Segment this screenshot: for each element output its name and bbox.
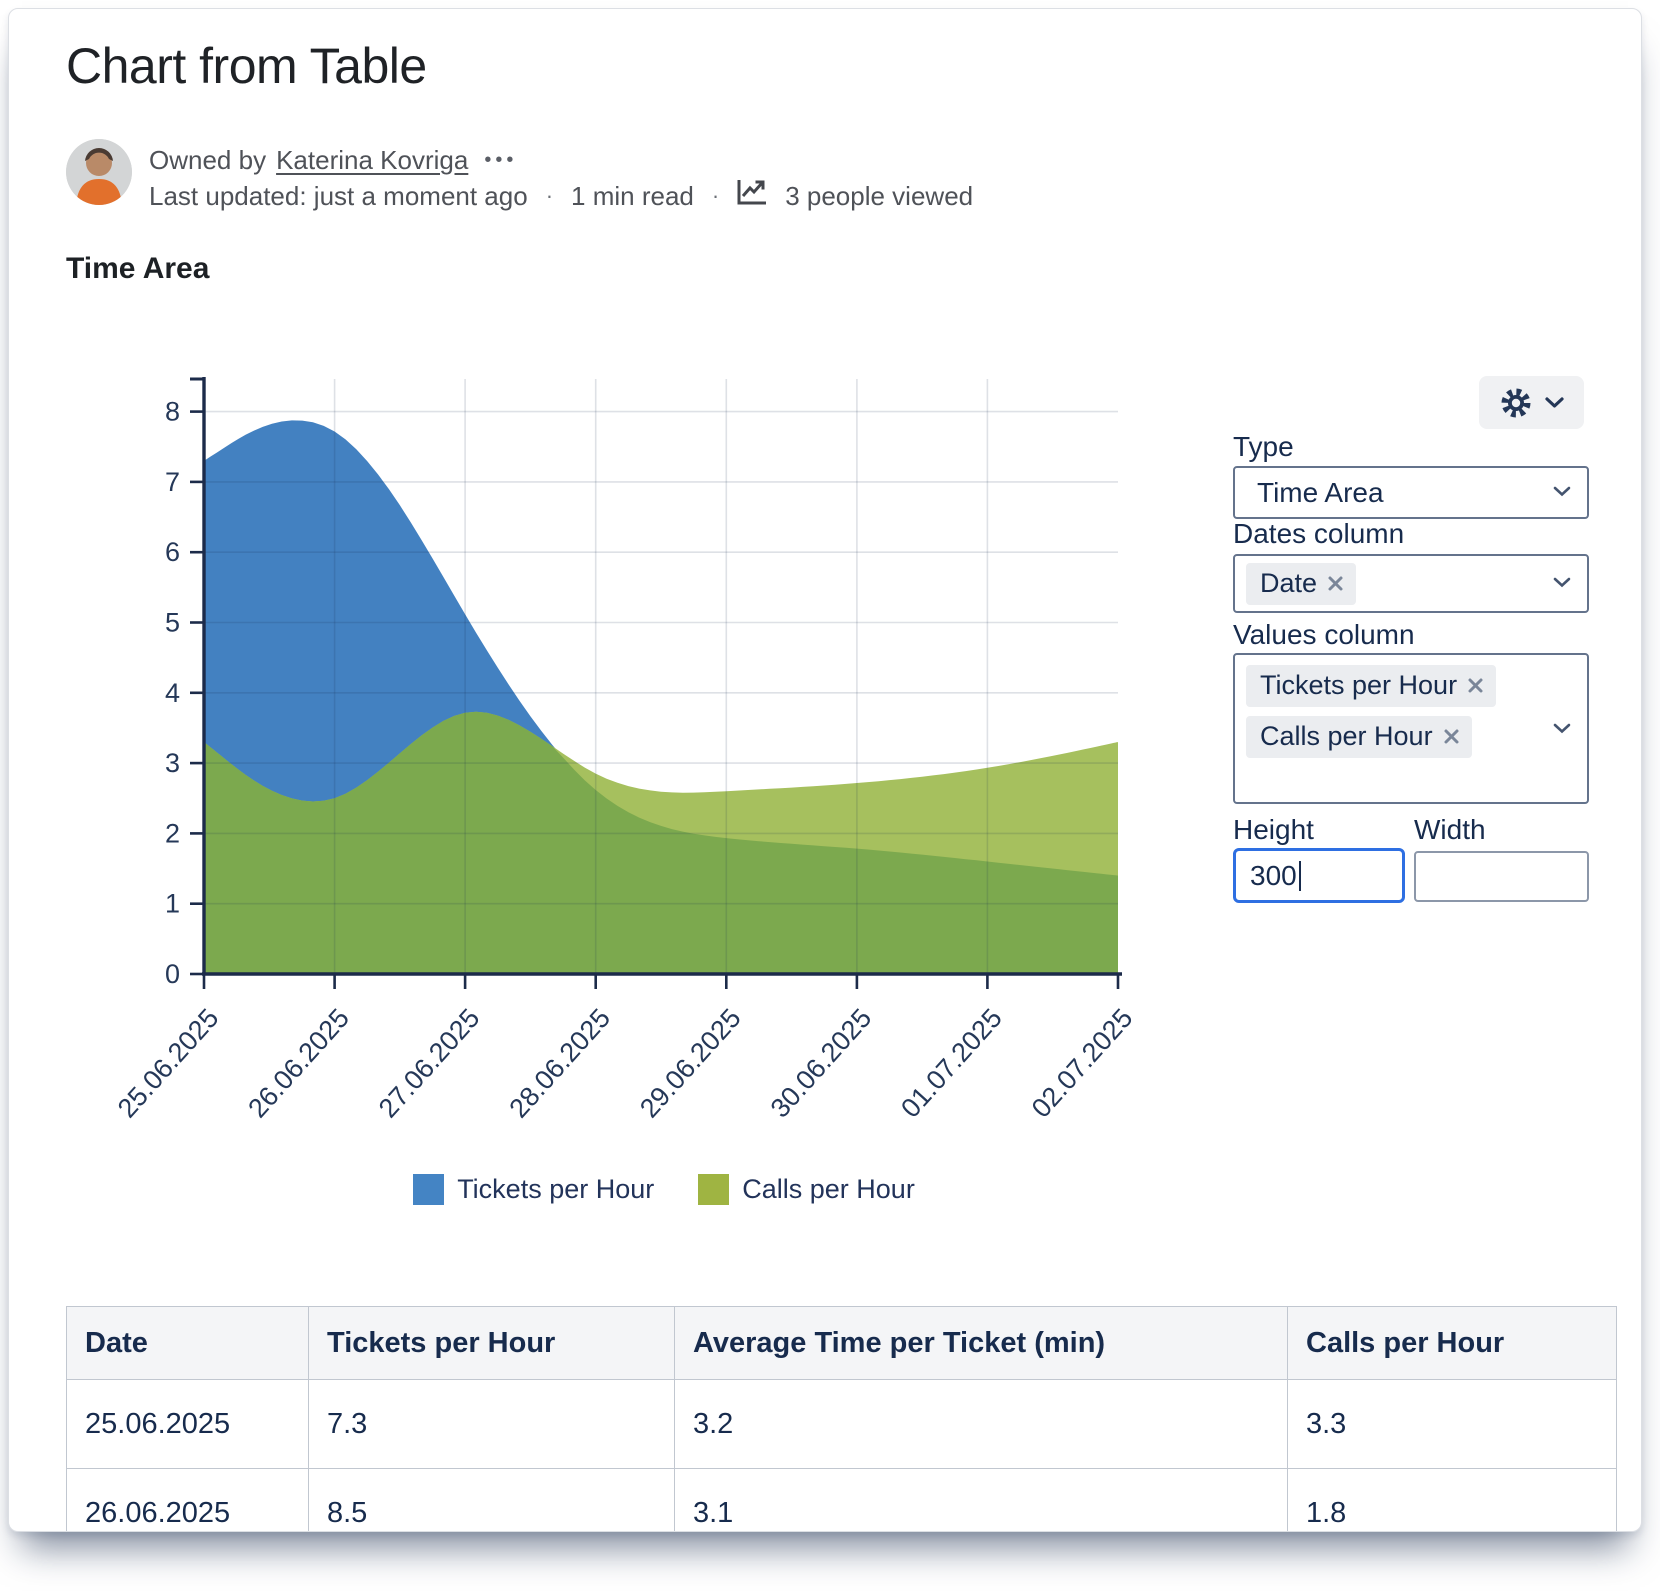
x-tick-label: 01.07.2025 <box>895 1003 1008 1124</box>
remove-tag-icon[interactable] <box>1467 677 1484 694</box>
x-tick-label: 02.07.2025 <box>1026 1003 1139 1124</box>
separator-dot: · <box>545 183 554 208</box>
x-tick-label: 27.06.2025 <box>373 1003 486 1124</box>
height-input[interactable]: 300 <box>1233 848 1405 903</box>
type-select-value: Time Area <box>1257 476 1384 508</box>
legend-label: Tickets per Hour <box>457 1174 655 1204</box>
x-tick-label: 29.06.2025 <box>634 1003 747 1124</box>
x-tick-label: 26.06.2025 <box>242 1003 355 1124</box>
chevron-down-icon <box>1553 575 1571 593</box>
owner-link[interactable]: Katerina Kovriga <box>276 145 469 175</box>
table-cell: 1.8 <box>1287 1468 1617 1531</box>
avatar-image <box>66 139 132 205</box>
tag-label: Date <box>1260 567 1318 598</box>
width-input[interactable] <box>1414 851 1589 902</box>
table-cell: 3.2 <box>674 1379 1288 1469</box>
people-viewed-text[interactable]: 3 people viewed <box>785 181 974 211</box>
last-updated-text: Last updated: just a moment ago <box>149 181 528 211</box>
y-tick-label: 4 <box>165 678 180 708</box>
tag-label: Calls per Hour <box>1260 721 1433 751</box>
table-cell: 8.5 <box>308 1468 675 1531</box>
legend-item-calls-per-hour[interactable]: Calls per Hour <box>698 1174 915 1205</box>
table-cell: 7.3 <box>308 1379 675 1469</box>
dates-column-label: Dates column <box>1233 518 1405 549</box>
y-tick-label: 7 <box>165 467 180 497</box>
y-tick-label: 3 <box>165 748 180 778</box>
byline: Owned by Katerina Kovriga ••• Last updat… <box>149 142 973 214</box>
table-header-cell: Average Time per Ticket (min) <box>674 1306 1288 1380</box>
type-label: Type <box>1233 431 1294 462</box>
chevron-down-icon <box>1553 721 1571 739</box>
chevron-down-icon <box>1544 397 1564 408</box>
legend-swatch <box>698 1174 730 1205</box>
source-data-table: Date Tickets per Hour Average Time per Tic… <box>66 1306 1617 1531</box>
values-column-label: Values column <box>1233 619 1415 650</box>
legend-label: Calls per Hour <box>742 1174 915 1204</box>
table-row: 26.06.2025 8.5 3.1 1.8 <box>66 1468 1617 1531</box>
owned-by-label: Owned by <box>149 145 267 175</box>
x-tick-label: 25.06.2025 <box>112 1003 225 1124</box>
chart-legend: Tickets per Hour Calls per Hour <box>99 1174 1229 1205</box>
table-cell: 3.1 <box>674 1468 1288 1531</box>
table-cell: 25.06.2025 <box>66 1379 309 1469</box>
separator-dot: · <box>711 183 720 208</box>
area-series-overlap <box>204 711 1118 974</box>
x-tick-label: 28.06.2025 <box>503 1003 616 1124</box>
section-heading: Time Area <box>66 252 210 285</box>
page-card: Chart from Table Owned by Katerina Kovri… <box>8 8 1642 1532</box>
selected-option-tag: Tickets per Hour <box>1246 665 1497 707</box>
legend-item-tickets-per-hour[interactable]: Tickets per Hour <box>413 1174 654 1205</box>
y-tick-label: 6 <box>165 537 180 567</box>
table-header-cell: Tickets per Hour <box>308 1306 675 1380</box>
gear-icon <box>1501 388 1530 417</box>
selected-option-tag: Date <box>1246 562 1357 605</box>
table-cell: 26.06.2025 <box>66 1468 309 1531</box>
height-input-value: 300 <box>1250 859 1297 891</box>
y-tick-label: 2 <box>165 818 180 848</box>
values-column-select[interactable]: Tickets per Hour Calls per Hour <box>1233 653 1589 804</box>
analytics-trend-icon <box>737 178 767 214</box>
dates-column-select[interactable]: Date <box>1233 554 1589 613</box>
more-actions-icon[interactable]: ••• <box>484 149 518 171</box>
table-row: 25.06.2025 7.3 3.2 3.3 <box>66 1379 1617 1469</box>
height-label: Height <box>1233 814 1314 845</box>
read-time-text: 1 min read <box>571 181 694 211</box>
y-tick-label: 0 <box>165 959 180 989</box>
tag-label: Tickets per Hour <box>1260 670 1458 700</box>
page-title: Chart from Table <box>66 38 427 94</box>
text-cursor <box>1298 860 1301 891</box>
chevron-down-icon <box>1553 484 1571 502</box>
legend-swatch <box>413 1174 445 1205</box>
table-cell: 3.3 <box>1287 1379 1617 1469</box>
x-tick-label: 30.06.2025 <box>765 1003 878 1124</box>
chart-settings-button[interactable] <box>1479 376 1584 429</box>
table-header-cell: Date <box>66 1306 309 1380</box>
y-tick-label: 1 <box>165 889 180 919</box>
width-label: Width <box>1414 814 1486 845</box>
y-tick-label: 5 <box>165 608 180 638</box>
y-tick-label: 8 <box>165 397 180 427</box>
remove-tag-icon[interactable] <box>1327 575 1344 592</box>
remove-tag-icon[interactable] <box>1443 728 1460 745</box>
table-header-cell: Calls per Hour <box>1287 1306 1617 1380</box>
selected-option-tag: Calls per Hour <box>1246 716 1472 758</box>
type-select[interactable]: Time Area <box>1233 466 1589 519</box>
avatar <box>66 139 132 205</box>
